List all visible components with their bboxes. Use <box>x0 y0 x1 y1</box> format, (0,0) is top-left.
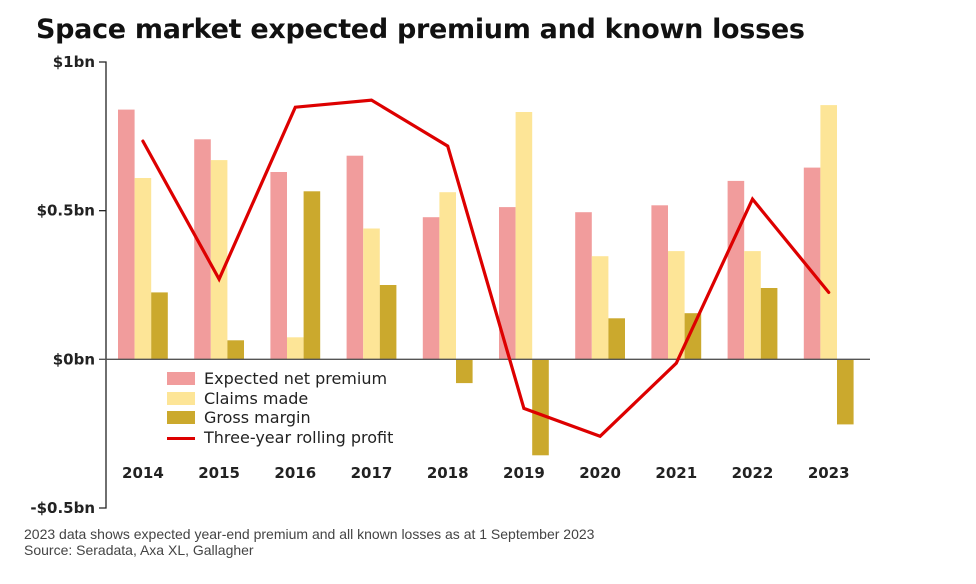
bar-gross-margin-2023 <box>837 359 854 425</box>
legend-label: Three-year rolling profit <box>204 427 394 447</box>
bar-claims-made-2021 <box>668 251 685 360</box>
legend-item-gross-margin: Gross margin <box>167 408 393 428</box>
legend-label: Expected net premium <box>204 369 388 389</box>
y-tick-label: -$0.5bn <box>30 499 95 517</box>
bar-gross-margin-2020 <box>608 318 625 360</box>
legend-item-three-year-rolling-profit: Three-year rolling profit <box>167 428 393 448</box>
bar-claims-made-2018 <box>439 192 456 360</box>
legend: Expected net premium Claims made Gross m… <box>167 369 393 447</box>
bar-expected-net-premium-2022 <box>727 180 745 360</box>
legend-swatch-three-year-rolling-profit <box>167 436 195 440</box>
bar-expected-net-premium-2018 <box>422 217 440 360</box>
legend-swatch-claims-made <box>167 391 195 405</box>
bar-claims-made-2017 <box>363 228 380 360</box>
x-tick-label-2017: 2017 <box>351 464 393 482</box>
x-tick-label-2016: 2016 <box>274 464 316 482</box>
bars-layer <box>118 105 854 456</box>
bar-claims-made-2014 <box>134 178 152 360</box>
legend-item-expected-net-premium: Expected net premium <box>167 369 393 389</box>
legend-item-claims-made: Claims made <box>167 389 393 409</box>
bar-expected-net-premium-2021 <box>651 205 668 360</box>
bar-expected-net-premium-2016 <box>270 172 287 360</box>
bar-claims-made-2020 <box>591 256 609 360</box>
legend-label: Gross margin <box>204 408 311 428</box>
legend-label: Claims made <box>204 388 309 408</box>
bar-claims-made-2016 <box>287 337 304 360</box>
bar-claims-made-2015 <box>210 160 228 360</box>
bar-gross-margin-2016 <box>303 191 321 360</box>
bar-expected-net-premium-2014 <box>118 109 135 360</box>
x-tick-label-2021: 2021 <box>655 464 697 482</box>
bar-gross-margin-2018 <box>456 359 473 384</box>
y-axis-line <box>99 61 107 509</box>
y-tick-label: $0bn <box>53 350 95 368</box>
x-tick-label-2022: 2022 <box>732 464 774 482</box>
line-layer <box>141 98 831 439</box>
x-tick-label-2023: 2023 <box>808 464 850 482</box>
legend-swatch-gross-margin <box>167 411 195 425</box>
footer: 2023 data shows expected year-end premiu… <box>24 526 594 558</box>
labels-layer: $1bn $0.5bn $0bn -$0.5bn 2014 2015 2016 2017 201… <box>30 53 849 517</box>
y-tick-label: $1bn <box>53 53 95 71</box>
axes-layer <box>99 61 870 509</box>
bar-gross-margin-2015 <box>227 340 244 360</box>
bar-gross-margin-2014 <box>151 292 168 360</box>
bar-claims-made-2022 <box>744 251 761 360</box>
bar-claims-made-2019 <box>515 112 533 360</box>
bar-gross-margin-2019 <box>532 359 549 456</box>
bar-expected-net-premium-2023 <box>803 167 821 360</box>
x-tick-label-2020: 2020 <box>579 464 621 482</box>
chart-title: Space market expected premium and known … <box>36 14 805 45</box>
bar-gross-margin-2021 <box>684 313 702 360</box>
line-three-year-rolling-profit <box>141 98 831 439</box>
x-tick-label-2015: 2015 <box>198 464 240 482</box>
source-note: Source: Seradata, Axa XL, Gallagher <box>24 542 254 558</box>
x-tick-label-2018: 2018 <box>427 464 469 482</box>
bar-expected-net-premium-2020 <box>575 212 592 360</box>
bar-expected-net-premium-2017 <box>346 155 364 360</box>
bar-gross-margin-2022 <box>760 288 778 360</box>
x-tick-label-2019: 2019 <box>503 464 545 482</box>
y-tick-label: $0.5bn <box>37 202 95 220</box>
legend-swatch-expected-net-premium <box>167 372 195 386</box>
bar-claims-made-2023 <box>820 105 837 360</box>
x-tick-label-2014: 2014 <box>122 464 164 482</box>
bar-expected-net-premium-2019 <box>499 207 516 360</box>
bar-gross-margin-2017 <box>379 285 397 360</box>
footnote: 2023 data shows expected year-end premiu… <box>24 526 595 542</box>
